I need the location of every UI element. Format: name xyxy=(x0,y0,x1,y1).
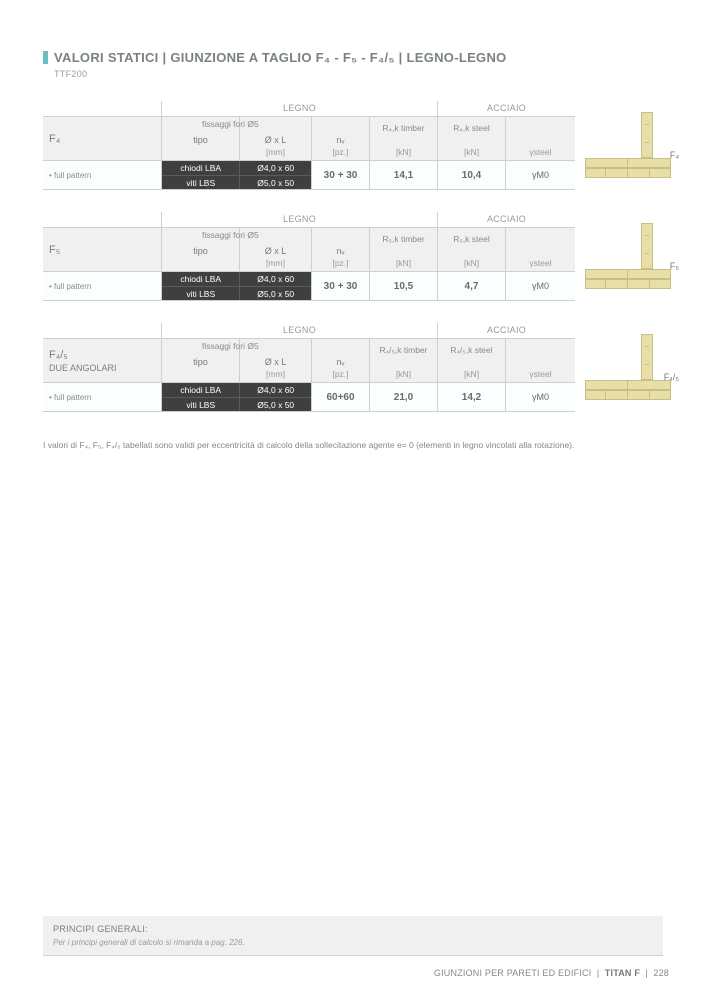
col-rt: R₄/₅,k timber xyxy=(380,343,428,355)
fissaggi-label: fissaggi fori Ø5 xyxy=(202,341,259,351)
row2-tipo: viti LBS xyxy=(162,287,239,300)
footer-mid: TITAN F xyxy=(605,968,640,978)
col-ox-unit: [mm] xyxy=(266,258,285,268)
pattern-label: • full pattern xyxy=(43,383,161,411)
col-rt: R₅,k timber xyxy=(382,232,424,244)
col-nv: nᵥ xyxy=(337,246,345,256)
accent-bar xyxy=(43,51,48,64)
col-rs-unit: [kN] xyxy=(464,147,479,157)
col-rt-unit: [kN] xyxy=(396,369,411,379)
row1-tipo: chiodi LBA xyxy=(162,161,239,175)
col-rs-unit: [kN] xyxy=(464,369,479,379)
page-footer: GIUNZIONI PER PARETI ED EDIFICI | TITAN … xyxy=(434,968,669,978)
group-steel: ACCIAIO xyxy=(437,101,575,117)
col-gamma: γsteel xyxy=(529,147,551,157)
col-tipo: tipo xyxy=(193,246,208,256)
fissaggi-label: fissaggi fori Ø5 xyxy=(202,230,259,240)
group-timber: LEGNO xyxy=(161,212,437,228)
row1-tipo: chiodi LBA xyxy=(162,383,239,397)
diagram-0: F₄ xyxy=(585,112,677,190)
section-1: LEGNO ACCIAIO F₅ fissaggi fori Ø5 tipo Ø… xyxy=(43,212,707,301)
val-nv: 30 + 30 xyxy=(311,161,369,189)
val-gamma: γM0 xyxy=(505,161,575,189)
col-ox: Ø x L xyxy=(265,246,287,256)
principles-box: PRINCIPI GENERALI: Per i principi genera… xyxy=(43,916,663,956)
col-nv-unit: [pz.] xyxy=(332,258,348,268)
col-nv: nᵥ xyxy=(337,357,345,367)
group-timber: LEGNO xyxy=(161,101,437,117)
diagram-label: F₄ xyxy=(670,150,679,160)
val-nv: 30 + 30 xyxy=(311,272,369,300)
f-sublabel: DUE ANGOLARI xyxy=(49,363,117,373)
principles-text: Per i principi generali di calcolo si ri… xyxy=(53,938,653,947)
col-tipo: tipo xyxy=(193,357,208,367)
row1-ox: Ø4,0 x 60 xyxy=(239,161,311,175)
f-label: F₄ xyxy=(49,133,60,145)
diagram-1: F₅ xyxy=(585,223,677,301)
col-rt-unit: [kN] xyxy=(396,258,411,268)
f-label: F₅ xyxy=(49,244,60,256)
col-rs: R₅,k steel xyxy=(453,232,490,244)
row1-ox: Ø4,0 x 60 xyxy=(239,383,311,397)
footnote: I valori di F₄, F₅, F₄/₅ tabellati sono … xyxy=(43,440,664,451)
row2-tipo: viti LBS xyxy=(162,176,239,189)
col-rs: R₄,k steel xyxy=(453,121,490,133)
col-ox: Ø x L xyxy=(265,357,287,367)
col-ox-unit: [mm] xyxy=(266,147,285,157)
val-nv: 60+60 xyxy=(311,383,369,411)
col-rt-unit: [kN] xyxy=(396,147,411,157)
col-nv-unit: [pz.] xyxy=(332,147,348,157)
row2-tipo: viti LBS xyxy=(162,398,239,411)
pattern-label: • full pattern xyxy=(43,272,161,300)
val-gamma: γM0 xyxy=(505,272,575,300)
page-subtitle: TTF200 xyxy=(54,69,707,79)
pattern-label: • full pattern xyxy=(43,161,161,189)
footer-page: 228 xyxy=(653,968,669,978)
section-0: LEGNO ACCIAIO F₄ fissaggi fori Ø5 tipo Ø… xyxy=(43,101,707,190)
col-rs-unit: [kN] xyxy=(464,258,479,268)
col-ox-unit: [mm] xyxy=(266,369,285,379)
page-header: VALORI STATICI | GIUNZIONE A TAGLIO F₄ -… xyxy=(0,0,707,79)
table-2: LEGNO ACCIAIO F₄/₅ DUE ANGOLARI fissaggi… xyxy=(43,323,575,412)
f-label: F₄/₅ xyxy=(49,349,68,361)
val-kn-steel: 4,7 xyxy=(437,272,505,300)
val-kn-steel: 10,4 xyxy=(437,161,505,189)
col-rs: R₄/₅,k steel xyxy=(450,343,492,355)
val-kn-steel: 14,2 xyxy=(437,383,505,411)
row1-ox: Ø4,0 x 60 xyxy=(239,272,311,286)
group-timber: LEGNO xyxy=(161,323,437,339)
diagram-label: F₄/₅ xyxy=(664,372,679,382)
table-0: LEGNO ACCIAIO F₄ fissaggi fori Ø5 tipo Ø… xyxy=(43,101,575,190)
val-kn-timber: 14,1 xyxy=(369,161,437,189)
col-rt: R₄,k timber xyxy=(382,121,424,133)
row1-tipo: chiodi LBA xyxy=(162,272,239,286)
diagram-2: F₄/₅ xyxy=(585,334,677,412)
footer-left: GIUNZIONI PER PARETI ED EDIFICI xyxy=(434,968,592,978)
table-1: LEGNO ACCIAIO F₅ fissaggi fori Ø5 tipo Ø… xyxy=(43,212,575,301)
diagram-label: F₅ xyxy=(670,261,679,271)
fissaggi-label: fissaggi fori Ø5 xyxy=(202,119,259,129)
val-kn-timber: 10,5 xyxy=(369,272,437,300)
row2-ox: Ø5,0 x 50 xyxy=(239,287,311,300)
group-steel: ACCIAIO xyxy=(437,323,575,339)
col-nv: nᵥ xyxy=(337,135,345,145)
val-kn-timber: 21,0 xyxy=(369,383,437,411)
val-gamma: γM0 xyxy=(505,383,575,411)
col-gamma: γsteel xyxy=(529,258,551,268)
col-nv-unit: [pz.] xyxy=(332,369,348,379)
col-gamma: γsteel xyxy=(529,369,551,379)
page-title: VALORI STATICI | GIUNZIONE A TAGLIO F₄ -… xyxy=(54,50,507,65)
col-ox: Ø x L xyxy=(265,135,287,145)
section-2: LEGNO ACCIAIO F₄/₅ DUE ANGOLARI fissaggi… xyxy=(43,323,707,412)
col-tipo: tipo xyxy=(193,135,208,145)
row2-ox: Ø5,0 x 50 xyxy=(239,398,311,411)
principles-heading: PRINCIPI GENERALI: xyxy=(53,924,653,934)
group-steel: ACCIAIO xyxy=(437,212,575,228)
row2-ox: Ø5,0 x 50 xyxy=(239,176,311,189)
